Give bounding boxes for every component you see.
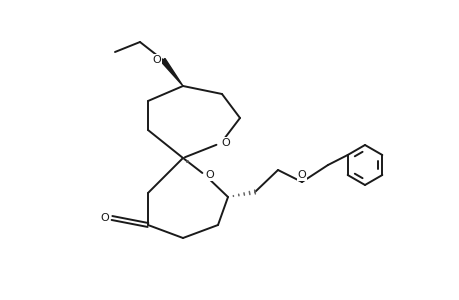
Text: ·: · <box>183 153 190 173</box>
Text: O: O <box>205 170 214 180</box>
Text: O: O <box>152 55 161 65</box>
Text: O: O <box>297 170 306 180</box>
Polygon shape <box>161 58 183 86</box>
Text: O: O <box>101 213 109 223</box>
Text: O: O <box>221 138 230 148</box>
